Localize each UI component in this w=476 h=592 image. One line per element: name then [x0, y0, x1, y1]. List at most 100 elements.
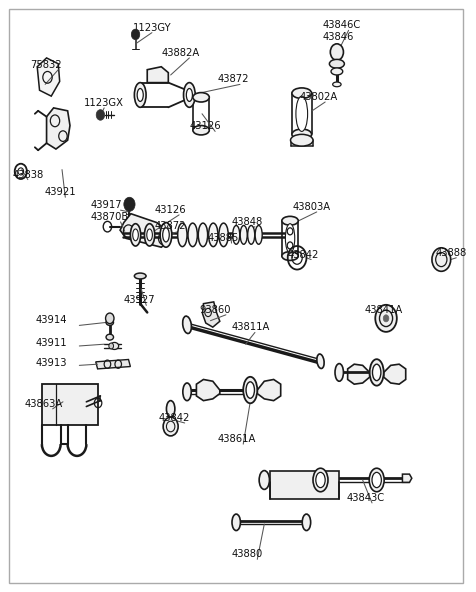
Text: 43913: 43913	[36, 358, 67, 368]
Ellipse shape	[248, 226, 255, 244]
Text: 43870B: 43870B	[91, 212, 129, 222]
Ellipse shape	[178, 223, 187, 247]
Ellipse shape	[188, 223, 198, 247]
Text: 43842: 43842	[288, 250, 319, 259]
Ellipse shape	[130, 224, 141, 246]
Circle shape	[109, 343, 114, 349]
Ellipse shape	[240, 226, 247, 244]
Text: 43882A: 43882A	[161, 48, 199, 58]
Ellipse shape	[255, 226, 262, 244]
Ellipse shape	[290, 134, 313, 146]
Text: 43885: 43885	[207, 233, 238, 243]
Bar	[42, 384, 98, 425]
Polygon shape	[202, 302, 220, 327]
Text: 43846C: 43846C	[323, 20, 361, 30]
Ellipse shape	[184, 83, 195, 107]
Text: 43872: 43872	[218, 75, 249, 85]
Ellipse shape	[147, 229, 152, 241]
Ellipse shape	[183, 383, 191, 401]
Ellipse shape	[163, 228, 169, 242]
Text: 43888: 43888	[435, 248, 466, 258]
Text: 43842: 43842	[159, 413, 190, 423]
Ellipse shape	[370, 359, 384, 385]
Ellipse shape	[329, 59, 344, 68]
Ellipse shape	[286, 224, 295, 253]
Ellipse shape	[317, 354, 324, 368]
Circle shape	[383, 315, 389, 322]
Ellipse shape	[331, 68, 343, 75]
Ellipse shape	[243, 377, 258, 403]
Ellipse shape	[186, 88, 192, 101]
Text: 43921: 43921	[44, 187, 76, 197]
Text: 43911: 43911	[36, 337, 68, 348]
Text: 43848: 43848	[231, 217, 263, 227]
Text: 43126: 43126	[154, 205, 186, 215]
Polygon shape	[120, 214, 169, 247]
Bar	[270, 471, 339, 499]
Ellipse shape	[316, 472, 325, 488]
Polygon shape	[197, 379, 220, 401]
Ellipse shape	[292, 129, 312, 140]
Text: 43843C: 43843C	[346, 493, 385, 503]
Polygon shape	[47, 108, 70, 149]
Ellipse shape	[193, 126, 209, 135]
Ellipse shape	[372, 472, 381, 488]
Ellipse shape	[106, 320, 114, 326]
Text: 43838: 43838	[12, 170, 44, 179]
Ellipse shape	[369, 468, 384, 492]
Ellipse shape	[259, 471, 269, 490]
Ellipse shape	[160, 223, 172, 247]
Text: 1123GX: 1123GX	[84, 98, 124, 108]
Text: 43861A: 43861A	[218, 434, 256, 444]
Text: 43863A: 43863A	[25, 399, 63, 409]
Text: 43917: 43917	[91, 200, 123, 210]
Circle shape	[124, 197, 135, 211]
Polygon shape	[384, 364, 406, 384]
Ellipse shape	[167, 401, 175, 417]
Ellipse shape	[233, 226, 240, 244]
Polygon shape	[37, 58, 60, 96]
Text: 1123GY: 1123GY	[133, 22, 172, 33]
Ellipse shape	[372, 364, 381, 381]
Text: 43802A: 43802A	[299, 92, 337, 102]
Ellipse shape	[193, 92, 209, 102]
Circle shape	[106, 313, 114, 324]
Ellipse shape	[296, 96, 307, 131]
Circle shape	[131, 29, 140, 40]
Text: 43872: 43872	[154, 221, 186, 231]
Text: 43927: 43927	[124, 295, 156, 305]
Text: 93860: 93860	[200, 305, 231, 315]
Circle shape	[96, 110, 105, 120]
Ellipse shape	[219, 223, 228, 247]
Ellipse shape	[282, 216, 298, 225]
Text: 43811A: 43811A	[231, 323, 270, 333]
Polygon shape	[96, 359, 130, 369]
Ellipse shape	[232, 514, 240, 530]
Polygon shape	[402, 474, 412, 482]
Text: 43880: 43880	[231, 549, 263, 559]
Polygon shape	[347, 364, 370, 384]
Ellipse shape	[134, 83, 146, 107]
Text: 43841A: 43841A	[365, 305, 403, 315]
Ellipse shape	[246, 382, 255, 398]
Ellipse shape	[134, 273, 146, 279]
Text: 43803A: 43803A	[292, 202, 330, 212]
Text: 43846: 43846	[323, 32, 354, 42]
Text: 43126: 43126	[189, 121, 221, 131]
Ellipse shape	[330, 44, 344, 60]
Ellipse shape	[106, 334, 114, 340]
Polygon shape	[147, 67, 169, 83]
Circle shape	[432, 248, 451, 271]
Text: 75832: 75832	[30, 60, 62, 70]
Ellipse shape	[137, 88, 143, 101]
Ellipse shape	[313, 468, 328, 492]
Ellipse shape	[144, 224, 155, 246]
Ellipse shape	[292, 88, 312, 98]
Ellipse shape	[302, 514, 311, 530]
Circle shape	[163, 417, 178, 436]
Ellipse shape	[282, 252, 298, 260]
Ellipse shape	[333, 82, 341, 87]
Circle shape	[375, 305, 397, 332]
Ellipse shape	[198, 223, 208, 247]
Ellipse shape	[335, 363, 344, 381]
